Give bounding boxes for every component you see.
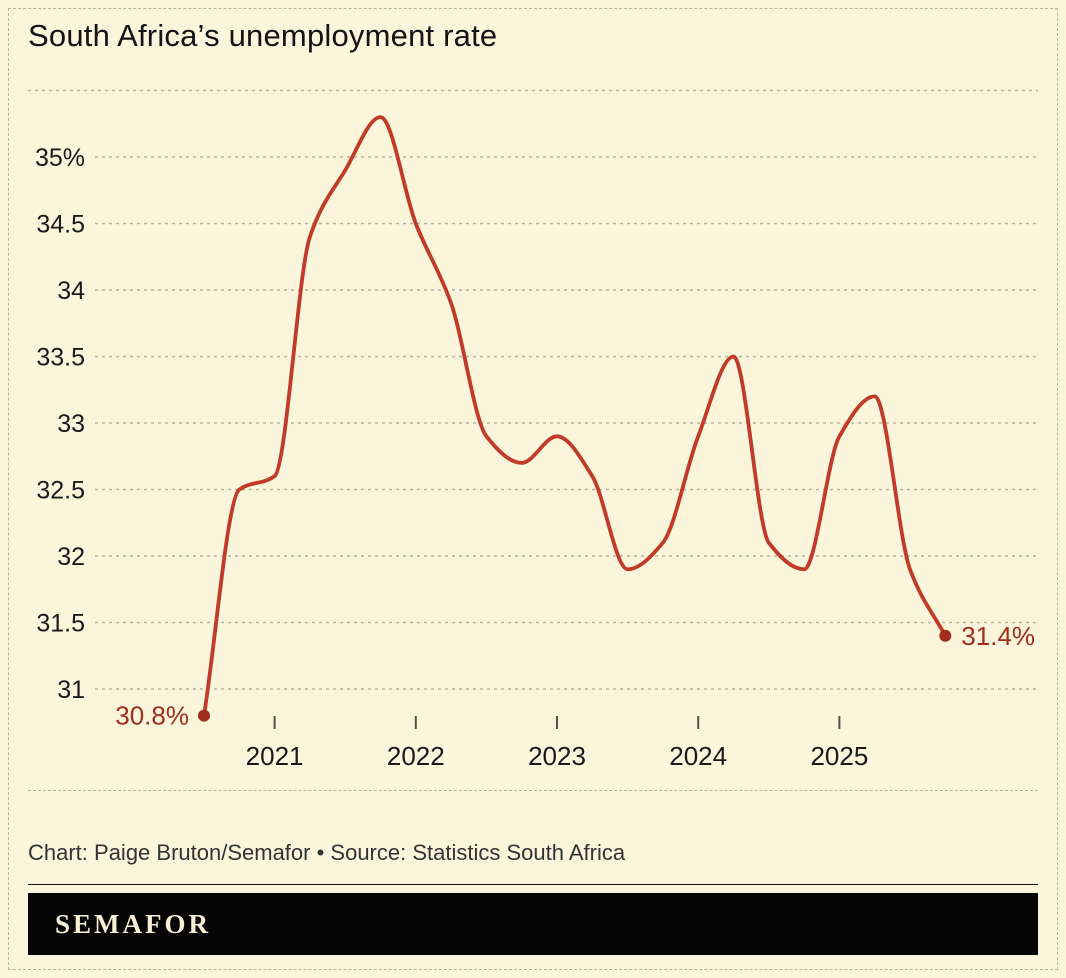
x-axis-label: 2025 bbox=[810, 741, 868, 771]
x-axis-label: 2024 bbox=[669, 741, 727, 771]
semafor-logo: SEMAFOR bbox=[55, 908, 211, 939]
y-axis-label: 34 bbox=[57, 277, 85, 305]
logo-divider bbox=[28, 884, 1038, 885]
y-axis-label: 31 bbox=[57, 676, 85, 704]
unemployment-line-chart: 35% 34.5 34 33.5 33 32.5 32 31.5 31 2021 2022 2023 2… bbox=[28, 89, 1038, 771]
y-axis-label: 33.5 bbox=[36, 344, 85, 372]
trend-line bbox=[202, 115, 948, 718]
x-axis-label: 2022 bbox=[387, 741, 445, 771]
footer-divider bbox=[28, 790, 1038, 791]
credit-line: Chart: Paige Bruton/Semafor • Source: St… bbox=[28, 840, 626, 865]
y-axis-label: 31.5 bbox=[36, 610, 85, 638]
chart-title: South Africa’s unemployment rate bbox=[28, 18, 498, 53]
y-axis-label: 34.5 bbox=[36, 211, 85, 239]
logo-bar: SEMAFOR bbox=[28, 893, 1038, 955]
start-value-label: 30.8% bbox=[115, 701, 189, 731]
y-axis-label: 33 bbox=[57, 410, 85, 438]
x-axis-label: 2021 bbox=[246, 741, 304, 771]
y-axis-label: 32.5 bbox=[36, 477, 85, 505]
y-axis-label: 35% bbox=[35, 144, 85, 172]
end-point-dot bbox=[939, 629, 952, 642]
end-value-label: 31.4% bbox=[961, 621, 1035, 651]
x-axis-label: 2023 bbox=[528, 741, 586, 771]
y-axis-label: 32 bbox=[57, 543, 85, 571]
start-point-dot bbox=[198, 709, 210, 722]
